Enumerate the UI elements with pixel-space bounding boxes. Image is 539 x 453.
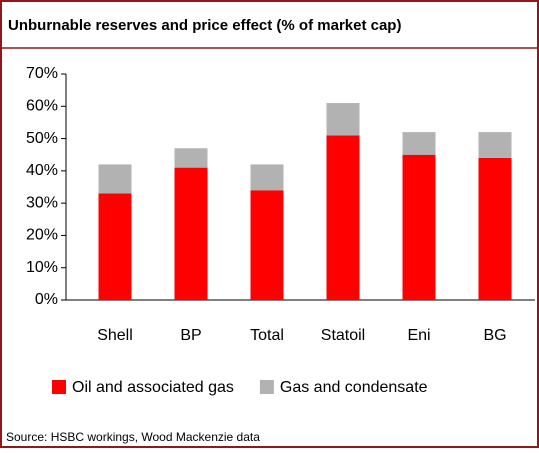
y-tick-label: 0% bbox=[35, 291, 58, 308]
legend-swatch bbox=[52, 380, 66, 394]
bar-segment bbox=[478, 157, 512, 300]
y-tick-label: 20% bbox=[26, 227, 58, 244]
bar-segment bbox=[402, 132, 436, 155]
bar-segment bbox=[250, 164, 284, 191]
bar-segment bbox=[326, 103, 360, 136]
legend-swatch bbox=[259, 380, 274, 394]
chart-title: Unburnable reserves and price effect (% … bbox=[8, 17, 401, 34]
y-tick-label: 30% bbox=[26, 194, 58, 211]
y-tick-label: 10% bbox=[26, 259, 58, 276]
y-tick-label: 60% bbox=[26, 98, 58, 115]
bar-segment bbox=[98, 193, 132, 300]
legend-label: Gas and condensate bbox=[280, 379, 428, 396]
x-tick-label: Eni bbox=[407, 327, 430, 344]
bar-segment bbox=[174, 148, 208, 168]
y-tick-label: 40% bbox=[26, 162, 58, 179]
x-tick-label: Shell bbox=[97, 327, 133, 344]
bar-segment bbox=[98, 164, 132, 194]
bar-segment bbox=[402, 154, 436, 300]
x-tick-label: Total bbox=[250, 327, 284, 344]
x-tick-label: Statoil bbox=[321, 327, 365, 344]
bar-segment bbox=[326, 135, 360, 300]
legend-label: Oil and associated gas bbox=[72, 379, 234, 396]
source-note: Source: HSBC workings, Wood Mackenzie da… bbox=[6, 430, 260, 444]
bar-segment bbox=[174, 167, 208, 300]
y-tick-label: 50% bbox=[26, 130, 58, 147]
x-tick-label: BG bbox=[483, 327, 506, 344]
x-tick-label: BP bbox=[180, 327, 201, 344]
y-tick-label: 70% bbox=[26, 65, 58, 82]
bar-segment bbox=[250, 190, 284, 300]
bar-segment bbox=[478, 132, 512, 158]
